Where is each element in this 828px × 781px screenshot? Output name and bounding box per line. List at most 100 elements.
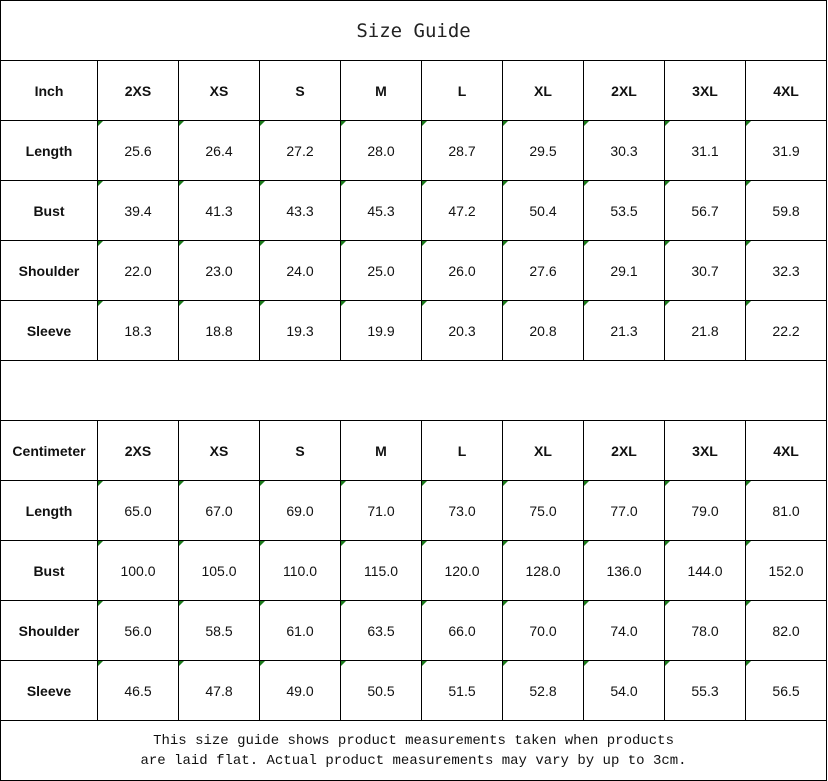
table-row: Length 25.6 26.4 27.2 28.0 28.7 29.5 30.3 31.1 31…: [0, 120, 828, 181]
measurement-cell: 21.3: [583, 300, 665, 361]
size-header: S: [259, 60, 341, 121]
note-row: This size guide shows product measuremen…: [0, 720, 828, 781]
size-header: 4XL: [744, 60, 828, 121]
measurement-cell: 152.0: [744, 540, 828, 601]
measurement-cell: 63.5: [340, 600, 422, 661]
measurement-cell: 22.0: [97, 240, 179, 301]
measurement-cell: 56.7: [664, 180, 746, 241]
size-header: L: [421, 420, 503, 481]
note-line: This size guide shows product measuremen…: [153, 732, 674, 749]
measurement-cell: 19.9: [340, 300, 422, 361]
measurement-cell: 20.8: [502, 300, 584, 361]
measurement-cell: 79.0: [664, 480, 746, 541]
size-header: 2XS: [97, 60, 179, 121]
measurement-cell: 49.0: [259, 660, 341, 721]
measurement-cell: 77.0: [583, 480, 665, 541]
measurement-cell: 51.5: [421, 660, 503, 721]
size-header: 2XL: [583, 420, 665, 481]
measurement-cell: 26.4: [178, 120, 260, 181]
measurement-cell: 29.5: [502, 120, 584, 181]
measurement-cell: 43.3: [259, 180, 341, 241]
measurement-cell: 75.0: [502, 480, 584, 541]
measurement-note: This size guide shows product measuremen…: [0, 720, 828, 781]
measurement-cell: 50.5: [340, 660, 422, 721]
table-row: Shoulder 56.0 58.5 61.0 63.5 66.0 70.0 74.0 78.0…: [0, 600, 828, 661]
measurement-cell: 29.1: [583, 240, 665, 301]
measurement-cell: 66.0: [421, 600, 503, 661]
row-label: Shoulder: [0, 600, 98, 661]
size-header: 2XL: [583, 60, 665, 121]
measurement-cell: 55.3: [664, 660, 746, 721]
row-label: Bust: [0, 180, 98, 241]
measurement-cell: 69.0: [259, 480, 341, 541]
measurement-cell: 24.0: [259, 240, 341, 301]
row-label: Sleeve: [0, 300, 98, 361]
row-label: Shoulder: [0, 240, 98, 301]
measurement-cell: 128.0: [502, 540, 584, 601]
table-row: Length 65.0 67.0 69.0 71.0 73.0 75.0 77.0 79.0 81…: [0, 480, 828, 541]
measurement-cell: 23.0: [178, 240, 260, 301]
unit-label: Centimeter: [0, 420, 98, 481]
measurement-cell: 21.8: [664, 300, 746, 361]
table-row: Shoulder 22.0 23.0 24.0 25.0 26.0 27.6 29.1 30.7…: [0, 240, 828, 301]
size-header: 2XS: [97, 420, 179, 481]
row-label: Sleeve: [0, 660, 98, 721]
measurement-cell: 25.0: [340, 240, 422, 301]
measurement-cell: 52.8: [502, 660, 584, 721]
measurement-cell: 25.6: [97, 120, 179, 181]
measurement-cell: 46.5: [97, 660, 179, 721]
measurement-cell: 71.0: [340, 480, 422, 541]
row-label: Length: [0, 120, 98, 181]
inch-header-row: Inch 2XS XS S M L XL 2XL 3XL 4XL: [0, 60, 828, 121]
size-header: 3XL: [664, 420, 746, 481]
measurement-cell: 45.3: [340, 180, 422, 241]
measurement-cell: 105.0: [178, 540, 260, 601]
measurement-cell: 26.0: [421, 240, 503, 301]
table-row: Bust 100.0 105.0 110.0 115.0 120.0 128.0 136.0 1…: [0, 540, 828, 601]
measurement-cell: 53.5: [583, 180, 665, 241]
measurement-cell: 59.8: [744, 180, 828, 241]
unit-label: Inch: [0, 60, 98, 121]
measurement-cell: 78.0: [664, 600, 746, 661]
cm-header-row: Centimeter 2XS XS S M L XL 2XL 3XL 4XL: [0, 420, 828, 481]
measurement-cell: 82.0: [744, 600, 828, 661]
measurement-cell: 110.0: [259, 540, 341, 601]
size-header: M: [340, 60, 422, 121]
measurement-cell: 74.0: [583, 600, 665, 661]
measurement-cell: 81.0: [744, 480, 828, 541]
measurement-cell: 61.0: [259, 600, 341, 661]
measurement-cell: 50.4: [502, 180, 584, 241]
measurement-cell: 20.3: [421, 300, 503, 361]
table-row: Bust 39.4 41.3 43.3 45.3 47.2 50.4 53.5 56.7 59.8: [0, 180, 828, 241]
measurement-cell: 65.0: [97, 480, 179, 541]
measurement-cell: 115.0: [340, 540, 422, 601]
table-row: Sleeve 18.3 18.8 19.3 19.9 20.3 20.8 21.3 21.8 22…: [0, 300, 828, 361]
size-header: 3XL: [664, 60, 746, 121]
measurement-cell: 47.8: [178, 660, 260, 721]
size-header: M: [340, 420, 422, 481]
size-header: S: [259, 420, 341, 481]
measurement-cell: 28.0: [340, 120, 422, 181]
measurement-cell: 28.7: [421, 120, 503, 181]
measurement-cell: 19.3: [259, 300, 341, 361]
measurement-cell: 27.6: [502, 240, 584, 301]
size-header: XL: [502, 420, 584, 481]
size-header: XL: [502, 60, 584, 121]
measurement-cell: 67.0: [178, 480, 260, 541]
measurement-cell: 73.0: [421, 480, 503, 541]
measurement-cell: 39.4: [97, 180, 179, 241]
measurement-cell: 100.0: [97, 540, 179, 601]
measurement-cell: 18.3: [97, 300, 179, 361]
measurement-cell: 58.5: [178, 600, 260, 661]
measurement-cell: 56.5: [744, 660, 828, 721]
measurement-cell: 136.0: [583, 540, 665, 601]
note-line: are laid flat. Actual product measuremen…: [140, 752, 687, 769]
measurement-cell: 54.0: [583, 660, 665, 721]
size-header: XS: [178, 60, 260, 121]
measurement-cell: 31.1: [664, 120, 746, 181]
measurement-cell: 41.3: [178, 180, 260, 241]
row-label: Length: [0, 480, 98, 541]
spacer-row: [0, 360, 828, 421]
measurement-cell: 32.3: [744, 240, 828, 301]
